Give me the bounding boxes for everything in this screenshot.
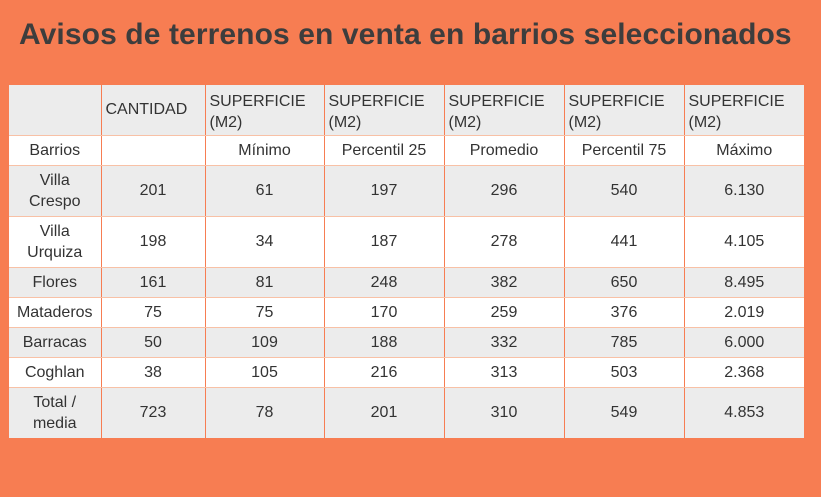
cell-percentil-25: 216 <box>324 357 445 388</box>
cell-percentil-75: 540 <box>564 165 685 217</box>
header-cell-superficie-p75: SUPERFICIE (M2) <box>564 85 685 136</box>
cell-maximo: 4.853 <box>684 387 804 438</box>
row-label: Villa Urquiza <box>9 216 102 268</box>
cell-promedio: 278 <box>444 216 565 268</box>
cell-promedio: 332 <box>444 327 565 358</box>
cell-percentil-75: 376 <box>564 297 685 328</box>
table-row: Flores 161 81 248 382 650 8.495 <box>9 267 804 298</box>
cell-minimo: 105 <box>205 357 325 388</box>
table-row: Barracas 50 109 188 332 785 6.000 <box>9 327 804 358</box>
cell-percentil-75: 549 <box>564 387 685 438</box>
cell-maximo: 2.019 <box>684 297 804 328</box>
land-listings-table: CANTIDAD SUPERFICIE (M2) SUPERFICIE (M2)… <box>9 85 804 438</box>
cell-percentil-75: 503 <box>564 357 685 388</box>
header-cell-superficie-p25: SUPERFICIE (M2) <box>324 85 445 136</box>
row-label: Flores <box>9 267 102 298</box>
subheader-cell-maximo: Máximo <box>684 135 804 166</box>
table-subheader-row: Barrios Mínimo Percentil 25 Promedio Per… <box>9 135 804 166</box>
header-cell-superficie-promedio: SUPERFICIE (M2) <box>444 85 565 136</box>
row-label: Total / media <box>9 387 102 438</box>
cell-cantidad: 50 <box>101 327 206 358</box>
table-row: Villa Urquiza 198 34 187 278 441 4.105 <box>9 216 804 268</box>
table-row: Villa Crespo 201 61 197 296 540 6.130 <box>9 165 804 217</box>
cell-maximo: 2.368 <box>684 357 804 388</box>
header-cell-cantidad: CANTIDAD <box>101 85 206 136</box>
cell-percentil-25: 197 <box>324 165 445 217</box>
row-label: Villa Crespo <box>9 165 102 217</box>
cell-percentil-25: 188 <box>324 327 445 358</box>
page-title: Avisos de terrenos en venta en barrios s… <box>19 18 792 51</box>
cell-cantidad: 723 <box>101 387 206 438</box>
header-cell-superficie-minimo: SUPERFICIE (M2) <box>205 85 325 136</box>
cell-percentil-75: 441 <box>564 216 685 268</box>
cell-minimo: 109 <box>205 327 325 358</box>
row-label: Coghlan <box>9 357 102 388</box>
cell-cantidad: 75 <box>101 297 206 328</box>
cell-maximo: 4.105 <box>684 216 804 268</box>
row-label: Barracas <box>9 327 102 358</box>
cell-promedio: 310 <box>444 387 565 438</box>
table-header-row: CANTIDAD SUPERFICIE (M2) SUPERFICIE (M2)… <box>9 85 804 136</box>
subheader-cell-minimo: Mínimo <box>205 135 325 166</box>
subheader-cell-percentil-75: Percentil 75 <box>564 135 685 166</box>
cell-percentil-25: 187 <box>324 216 445 268</box>
cell-cantidad: 201 <box>101 165 206 217</box>
table-row: Mataderos 75 75 170 259 376 2.019 <box>9 297 804 328</box>
subheader-cell-empty <box>101 135 206 166</box>
subheader-cell-barrios: Barrios <box>9 135 102 166</box>
cell-minimo: 78 <box>205 387 325 438</box>
cell-minimo: 75 <box>205 297 325 328</box>
cell-maximo: 8.495 <box>684 267 804 298</box>
header-cell-corner <box>9 85 102 136</box>
row-label: Mataderos <box>9 297 102 328</box>
cell-cantidad: 161 <box>101 267 206 298</box>
table-row: Coghlan 38 105 216 313 503 2.368 <box>9 357 804 388</box>
cell-maximo: 6.000 <box>684 327 804 358</box>
table-row-total: Total / media 723 78 201 310 549 4.853 <box>9 387 804 438</box>
subheader-cell-promedio: Promedio <box>444 135 565 166</box>
cell-promedio: 313 <box>444 357 565 388</box>
cell-maximo: 6.130 <box>684 165 804 217</box>
header-cell-superficie-maximo: SUPERFICIE (M2) <box>684 85 804 136</box>
cell-minimo: 81 <box>205 267 325 298</box>
cell-cantidad: 198 <box>101 216 206 268</box>
cell-minimo: 61 <box>205 165 325 217</box>
cell-promedio: 296 <box>444 165 565 217</box>
cell-percentil-75: 785 <box>564 327 685 358</box>
subheader-cell-percentil-25: Percentil 25 <box>324 135 445 166</box>
cell-percentil-25: 201 <box>324 387 445 438</box>
cell-minimo: 34 <box>205 216 325 268</box>
cell-percentil-25: 170 <box>324 297 445 328</box>
cell-percentil-75: 650 <box>564 267 685 298</box>
cell-promedio: 382 <box>444 267 565 298</box>
cell-percentil-25: 248 <box>324 267 445 298</box>
cell-promedio: 259 <box>444 297 565 328</box>
cell-cantidad: 38 <box>101 357 206 388</box>
data-table-container: CANTIDAD SUPERFICIE (M2) SUPERFICIE (M2)… <box>9 85 804 438</box>
